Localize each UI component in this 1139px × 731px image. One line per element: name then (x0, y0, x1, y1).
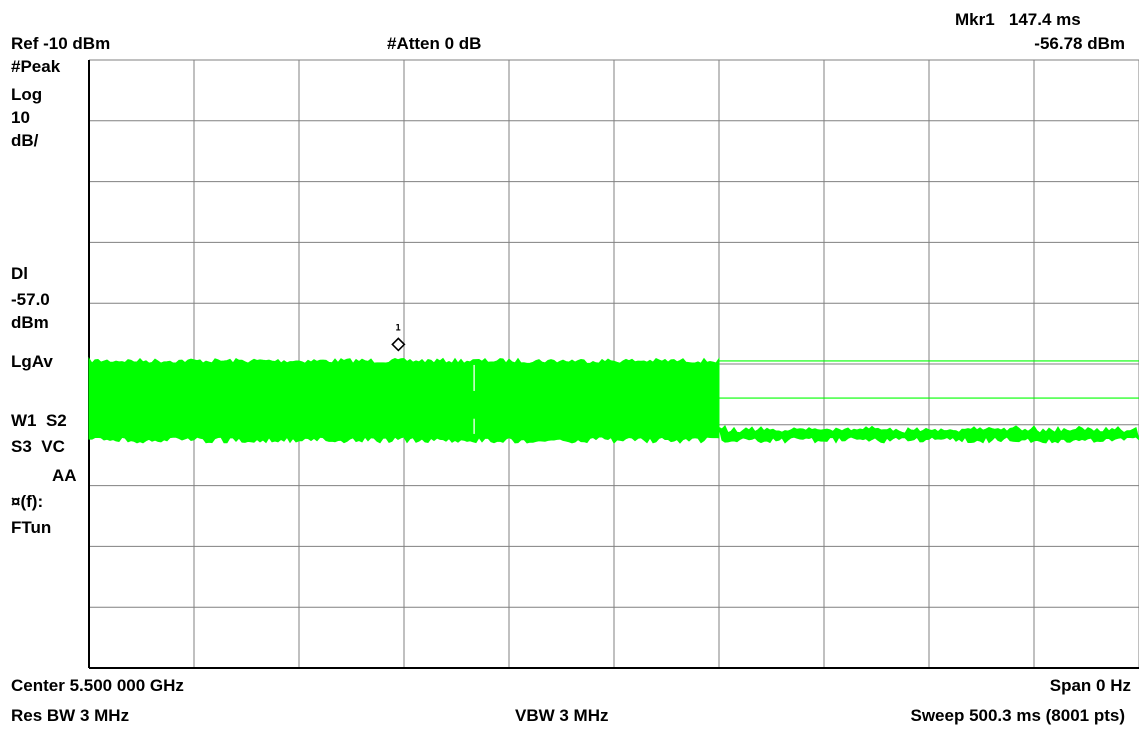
marker-readout-time: 147.4 ms (1008, 10, 1081, 29)
trace-w1-s2-label: W1 S2 (11, 411, 67, 430)
averaging-label: LgAv (11, 352, 53, 371)
marker-diamond (391, 337, 406, 352)
span: Span 0 Hz (1049, 676, 1131, 695)
freq-tune-label: FTun (11, 518, 52, 537)
marker-readout: Mkr1 147.4 ms (955, 10, 1081, 30)
vbw: VBW 3 MHz (515, 706, 609, 725)
detector-label: #Peak (11, 57, 61, 76)
trace-aa-label: AA (52, 466, 77, 485)
trace-segment (718, 425, 1139, 444)
scale-unit-label: dB/ (11, 131, 39, 150)
scale-value-label: 10 (11, 108, 30, 127)
display-line-value: -57.0 (11, 290, 50, 309)
graticule (88, 59, 1139, 669)
attenuation: #Atten 0 dB (387, 34, 482, 53)
sweep: Sweep 500.3 ms (8001 pts) (910, 706, 1125, 725)
display-line-label: Dl (11, 264, 28, 283)
display-line-unit: dBm (11, 313, 49, 332)
reference-lines (719, 360, 1139, 399)
freq-func-label: ¤(f): (11, 492, 44, 511)
res-bw: Res BW 3 MHz (11, 706, 130, 725)
ref-level: Ref -10 dBm (11, 34, 111, 53)
marker-1: 1 (391, 323, 406, 352)
trace-s3-vc-label: S3 VC (11, 437, 65, 456)
trace (88, 356, 1139, 444)
marker-readout-label: Mkr1 (955, 10, 995, 29)
trace-segment (88, 356, 720, 444)
center-frequency: Center 5.500 000 GHz (11, 676, 184, 695)
marker-label: 1 (395, 323, 400, 333)
scale-type-label: Log (11, 85, 43, 104)
marker-readout-level: -56.78 dBm (1034, 34, 1125, 53)
